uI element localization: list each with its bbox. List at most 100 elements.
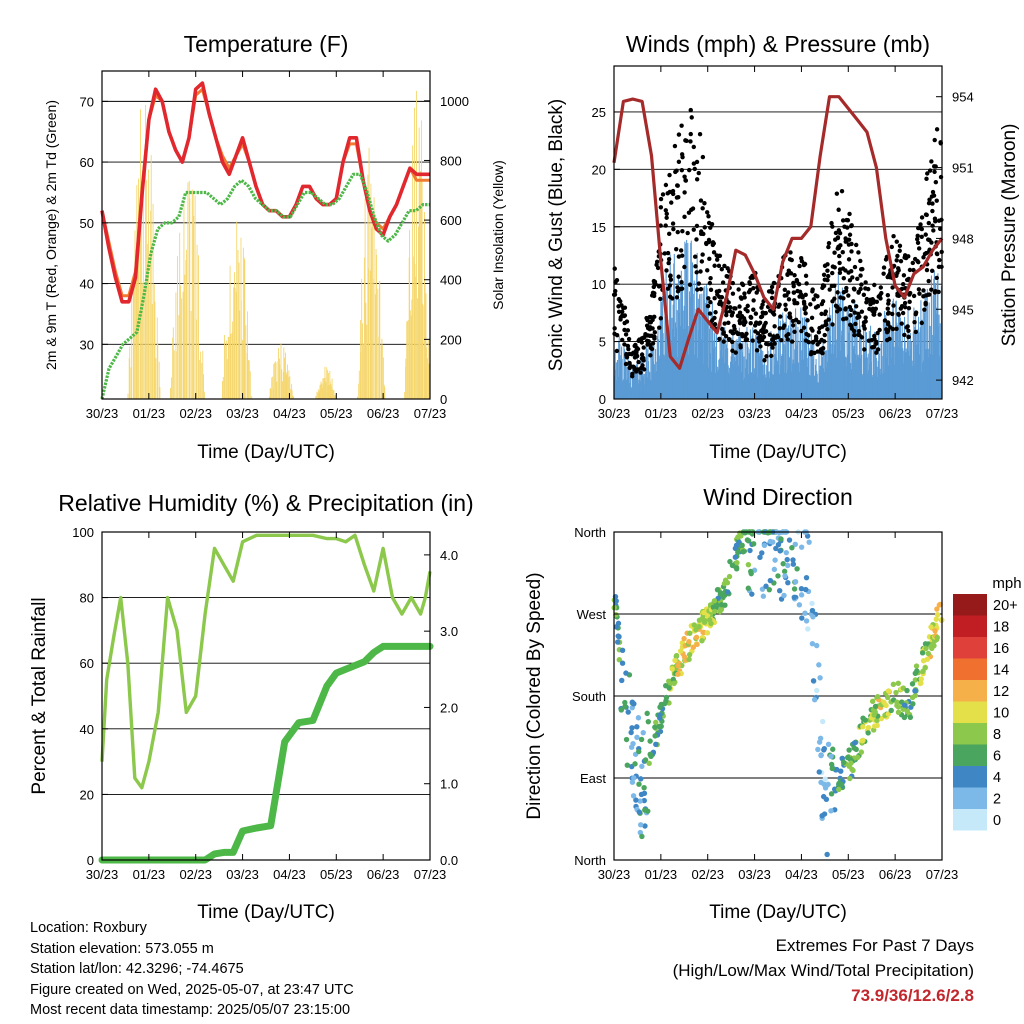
- gust-point: [626, 336, 632, 342]
- x-tick-label: 04/23: [785, 406, 818, 421]
- direction-point: [816, 769, 822, 775]
- gust-point: [762, 311, 768, 316]
- gust-point: [835, 304, 840, 310]
- gust-point: [847, 211, 852, 217]
- gust-point: [841, 290, 847, 295]
- direction-point: [884, 694, 891, 701]
- direction-point: [735, 534, 741, 540]
- gust-point: [676, 274, 681, 279]
- gust-point: [633, 369, 639, 374]
- gust-point: [903, 255, 909, 261]
- gust-point: [862, 347, 867, 352]
- x-tick-label: 04/23: [273, 406, 306, 421]
- winds-ticks: 0 5 10 15 20 25 942 945 948 951 954 30/23 01/23 02/23…: [592, 66, 974, 421]
- winds-plot-area: [611, 65, 944, 400]
- y-tick-label-left: 0: [599, 392, 606, 407]
- speed-legend-label: 14: [993, 663, 1009, 679]
- gust-point: [853, 321, 858, 327]
- direction-point: [783, 549, 790, 556]
- gust-point: [848, 223, 854, 229]
- gust-point: [785, 271, 790, 277]
- gust-point: [641, 345, 646, 350]
- gust-point: [804, 331, 809, 337]
- gust-point: [645, 333, 651, 338]
- y-tick-label-left: 0: [87, 853, 94, 868]
- direction-point: [872, 703, 879, 710]
- gust-point: [902, 300, 908, 306]
- direction-point: [677, 648, 684, 654]
- direction-point: [763, 583, 769, 589]
- gust-point: [797, 263, 802, 269]
- direction-point: [640, 729, 646, 736]
- gust-point: [808, 351, 814, 357]
- direction-point: [910, 701, 916, 707]
- gust-point: [858, 286, 863, 292]
- gust-point: [694, 237, 699, 242]
- speed-legend-swatch: [953, 680, 987, 702]
- winds-y-label-left: Sonic Wind & Gust (Blue, Black): [546, 99, 567, 371]
- gust-point: [708, 287, 714, 293]
- gust-point: [735, 331, 741, 337]
- gust-point: [899, 286, 905, 292]
- speed-legend-label: 2: [993, 792, 1001, 808]
- gust-point: [761, 334, 767, 340]
- gust-point: [930, 201, 935, 206]
- direction-point: [874, 722, 880, 729]
- direction-point: [816, 739, 823, 745]
- gust-point: [833, 230, 839, 236]
- gust-point: [855, 315, 860, 320]
- gust-point: [915, 240, 921, 245]
- gust-point: [787, 314, 793, 319]
- x-tick-label: 03/23: [738, 867, 771, 882]
- gust-point: [932, 137, 937, 143]
- direction-point: [890, 681, 897, 688]
- gust-point: [902, 332, 907, 338]
- gust-point: [792, 298, 797, 303]
- direction-point: [619, 660, 626, 666]
- direction-point: [860, 724, 866, 730]
- gust-point: [782, 293, 787, 298]
- direction-point: [932, 628, 938, 634]
- humidity-y-label-left: Percent & Total Rainfall: [29, 597, 50, 794]
- gust-point: [846, 257, 852, 262]
- gust-point: [675, 183, 680, 188]
- gust-point: [788, 271, 794, 276]
- direction-point: [871, 712, 877, 718]
- direction-point: [894, 699, 900, 705]
- direction-point: [858, 749, 865, 755]
- speed-legend-swatch: [953, 658, 987, 680]
- direction-point: [636, 781, 642, 787]
- gust-point: [691, 144, 696, 150]
- gust-point: [648, 353, 653, 358]
- y-tick-label-right: 948: [952, 231, 974, 246]
- gust-point: [694, 177, 700, 182]
- gust-point: [757, 339, 762, 344]
- direction-point: [748, 568, 754, 575]
- gust-point: [837, 270, 843, 276]
- gust-point: [719, 267, 724, 272]
- direction-point: [781, 568, 788, 575]
- gust-point: [682, 174, 687, 179]
- gust-point: [706, 214, 711, 219]
- gust-point: [676, 159, 682, 164]
- direction-point: [821, 747, 827, 753]
- gust-point: [647, 314, 652, 320]
- direction-point: [635, 715, 642, 721]
- gust-point: [688, 107, 693, 113]
- gust-point: [728, 305, 733, 310]
- gust-point: [713, 310, 718, 315]
- gust-point: [919, 320, 925, 326]
- gust-point: [852, 264, 858, 270]
- gust-point: [937, 257, 942, 263]
- gust-point: [669, 200, 674, 205]
- gust-point: [662, 251, 667, 256]
- direction-point: [901, 702, 908, 708]
- gust-point: [838, 243, 843, 248]
- direction-point: [630, 740, 636, 747]
- gust-point: [663, 182, 669, 188]
- direction-point: [775, 573, 781, 579]
- direction-point: [656, 723, 663, 730]
- direction-point: [836, 786, 842, 793]
- direction-point: [789, 545, 795, 551]
- direction-point: [718, 602, 725, 608]
